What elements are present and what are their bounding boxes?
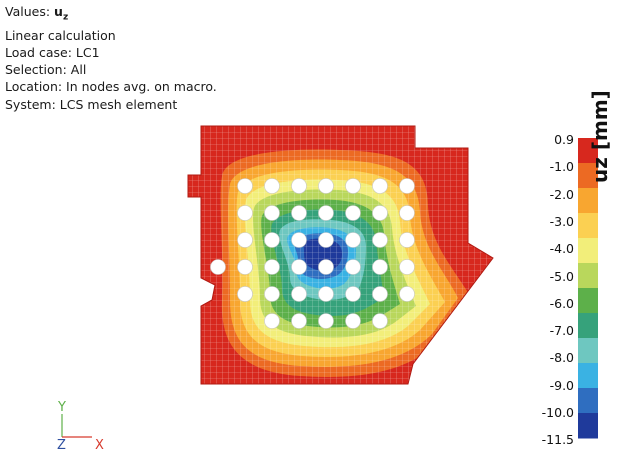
- column-opening: [291, 313, 307, 329]
- column-opening: [372, 178, 388, 194]
- column-opening: [237, 205, 253, 221]
- legend-tick: -10.0: [541, 405, 574, 420]
- values-symbol: uz: [54, 4, 69, 23]
- legend-swatch: [578, 238, 598, 264]
- legend-swatch: [578, 188, 598, 214]
- column-opening: [399, 232, 415, 248]
- legend-tick: -5.0: [549, 268, 574, 284]
- column-opening: [264, 232, 280, 248]
- result-info: Values: uz Linear calculation Load case:…: [5, 3, 217, 113]
- column-opening: [264, 178, 280, 194]
- legend-tick: -1.0: [549, 159, 574, 175]
- column-opening: [291, 286, 307, 302]
- column-opening: [318, 205, 334, 221]
- column-opening: [264, 313, 280, 329]
- axis-x-label: X: [95, 438, 104, 453]
- values-line: Values: uz: [5, 4, 69, 23]
- legend-swatch: [578, 288, 598, 314]
- column-opening: [399, 259, 415, 275]
- legend-tick: 0.9: [554, 132, 574, 147]
- column-opening: [399, 205, 415, 221]
- column-opening: [399, 286, 415, 302]
- axis-z-label: Z: [57, 438, 66, 453]
- legend-tick: -2.0: [549, 186, 574, 202]
- calc-type: Linear calculation: [5, 27, 116, 43]
- column-opening: [237, 259, 253, 275]
- column-opening: [345, 232, 361, 248]
- column-opening: [318, 178, 334, 194]
- column-opening: [318, 313, 334, 329]
- column-opening: [345, 205, 361, 221]
- axis-triad: [61, 414, 92, 438]
- column-opening: [318, 286, 334, 302]
- column-opening: [372, 259, 388, 275]
- column-opening: [345, 259, 361, 275]
- column-opening: [372, 313, 388, 329]
- legend-swatch: [578, 138, 598, 164]
- legend-swatch: [578, 338, 598, 364]
- legend-swatch: [578, 163, 598, 189]
- legend-title: uz [mm]: [588, 90, 612, 183]
- legend-tick: -6.0: [549, 295, 574, 311]
- legend-tick: -9.0: [549, 377, 574, 393]
- column-opening: [264, 259, 280, 275]
- column-opening: [264, 286, 280, 302]
- slab-outline: [187, 125, 494, 385]
- column-opening: [372, 232, 388, 248]
- load-case: Load case: LC1: [5, 44, 100, 60]
- column-opening: [345, 313, 361, 329]
- slab-surface: [188, 126, 493, 384]
- column-opening: [372, 286, 388, 302]
- legend-swatch: [578, 313, 598, 339]
- column-opening: [237, 178, 253, 194]
- column-opening: [237, 286, 253, 302]
- selection: Selection: All: [5, 62, 87, 78]
- column-opening: [237, 232, 253, 248]
- axis-y-label: Y: [58, 400, 66, 415]
- legend-tick: -7.0: [549, 323, 574, 339]
- legend-swatch: [578, 363, 598, 389]
- column-opening: [291, 232, 307, 248]
- system: System: LCS mesh element: [5, 96, 178, 112]
- column-opening: [399, 178, 415, 194]
- column-opening: [291, 178, 307, 194]
- column-opening: [318, 259, 334, 275]
- column-opening: [210, 259, 226, 275]
- column-openings: [210, 178, 415, 329]
- column-opening: [291, 259, 307, 275]
- legend-tick: -8.0: [549, 350, 574, 366]
- column-opening: [291, 205, 307, 221]
- legend-swatch: [578, 263, 598, 289]
- column-opening: [372, 205, 388, 221]
- legend-tick: -3.0: [549, 213, 574, 229]
- legend-swatch: [578, 213, 598, 239]
- legend-tick: -11.5: [541, 432, 574, 448]
- legend-swatch: [578, 388, 598, 414]
- column-opening: [318, 232, 334, 248]
- legend-tick: -4.0: [549, 241, 574, 257]
- legend-bar: [578, 138, 598, 439]
- column-opening: [345, 178, 361, 194]
- column-opening: [345, 286, 361, 302]
- location: Location: In nodes avg. on macro.: [5, 79, 217, 95]
- legend-swatch: [578, 413, 598, 439]
- column-opening: [264, 205, 280, 221]
